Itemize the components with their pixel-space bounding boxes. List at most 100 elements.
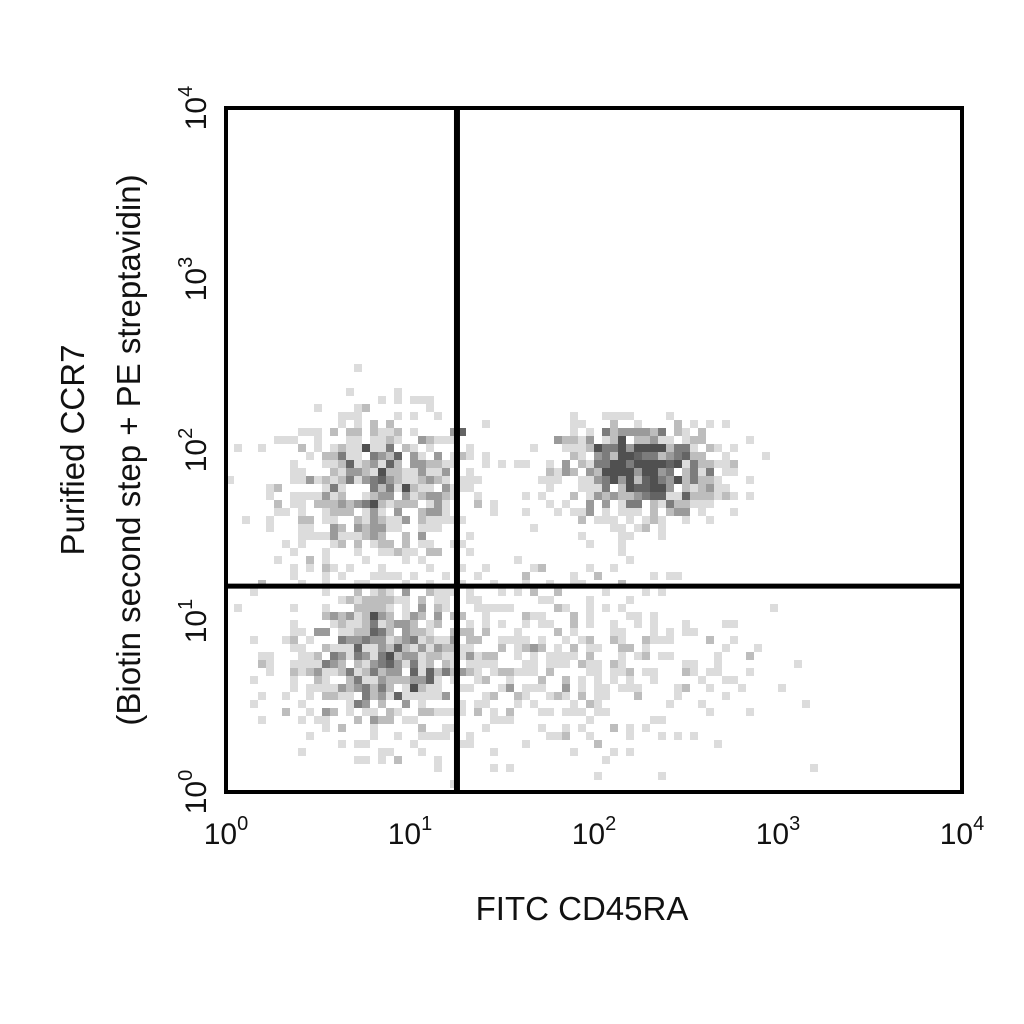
density-cell bbox=[418, 396, 426, 404]
density-cell bbox=[362, 684, 370, 692]
density-cell bbox=[298, 660, 306, 668]
density-cell bbox=[594, 708, 602, 716]
density-cell bbox=[722, 468, 730, 476]
density-cell bbox=[330, 516, 338, 524]
density-cell bbox=[698, 468, 706, 476]
density-cell bbox=[330, 468, 338, 476]
density-cell bbox=[482, 612, 490, 620]
density-cell bbox=[634, 460, 642, 468]
density-cell bbox=[658, 468, 666, 476]
density-cell bbox=[458, 740, 466, 748]
x-tick-label: 102 bbox=[572, 813, 617, 851]
density-cell bbox=[530, 564, 538, 572]
density-cell bbox=[642, 444, 650, 452]
density-cell bbox=[418, 516, 426, 524]
density-cell bbox=[706, 516, 714, 524]
density-cell bbox=[522, 660, 530, 668]
density-cell bbox=[330, 508, 338, 516]
density-cell bbox=[354, 612, 362, 620]
density-cell bbox=[666, 484, 674, 492]
density-cell bbox=[658, 476, 666, 484]
density-cell bbox=[570, 628, 578, 636]
density-cell bbox=[626, 532, 634, 540]
density-cell bbox=[650, 620, 658, 628]
density-cell bbox=[498, 588, 506, 596]
density-cell bbox=[554, 508, 562, 516]
density-cell bbox=[522, 572, 530, 580]
density-cell bbox=[746, 492, 754, 500]
density-cell bbox=[578, 636, 586, 644]
density-cell bbox=[538, 684, 546, 692]
density-cell bbox=[474, 476, 482, 484]
density-cell bbox=[418, 692, 426, 700]
density-cell bbox=[666, 444, 674, 452]
density-cell bbox=[250, 700, 258, 708]
density-cell bbox=[530, 644, 538, 652]
density-cell bbox=[474, 700, 482, 708]
density-cell bbox=[370, 628, 378, 636]
density-cell bbox=[402, 700, 410, 708]
density-cell bbox=[306, 692, 314, 700]
density-cell bbox=[346, 468, 354, 476]
density-cell bbox=[386, 684, 394, 692]
density-cell bbox=[338, 620, 346, 628]
density-cell bbox=[530, 652, 538, 660]
density-cell bbox=[594, 476, 602, 484]
density-cell bbox=[698, 452, 706, 460]
density-cell bbox=[426, 516, 434, 524]
density-cell bbox=[370, 444, 378, 452]
density-cell bbox=[274, 500, 282, 508]
density-cell bbox=[354, 596, 362, 604]
density-cell bbox=[338, 412, 346, 420]
density-cell bbox=[514, 556, 522, 564]
density-cell bbox=[690, 444, 698, 452]
density-cell bbox=[434, 548, 442, 556]
x-tick-label: 103 bbox=[756, 813, 801, 851]
density-cell bbox=[490, 604, 498, 612]
density-cell bbox=[530, 660, 538, 668]
density-cell bbox=[442, 476, 450, 484]
density-cell bbox=[642, 524, 650, 532]
density-cell bbox=[722, 460, 730, 468]
density-cell bbox=[354, 500, 362, 508]
density-cell bbox=[362, 692, 370, 700]
density-cell bbox=[290, 660, 298, 668]
density-cell bbox=[370, 636, 378, 644]
density-cell bbox=[458, 452, 466, 460]
density-cell bbox=[298, 492, 306, 500]
density-cell bbox=[402, 612, 410, 620]
density-cell bbox=[538, 636, 546, 644]
density-cell bbox=[610, 564, 618, 572]
density-cell bbox=[386, 628, 394, 636]
density-cell bbox=[634, 468, 642, 476]
density-cell bbox=[674, 692, 682, 700]
density-cell bbox=[386, 500, 394, 508]
density-cell bbox=[370, 708, 378, 716]
density-cell bbox=[298, 644, 306, 652]
density-cell bbox=[674, 476, 682, 484]
density-cell bbox=[578, 516, 586, 524]
density-cell bbox=[578, 660, 586, 668]
density-cell bbox=[530, 444, 538, 452]
density-cell bbox=[314, 628, 322, 636]
density-cell bbox=[626, 644, 634, 652]
density-cell bbox=[538, 476, 546, 484]
density-cell bbox=[674, 500, 682, 508]
density-cell bbox=[434, 756, 442, 764]
density-cell bbox=[370, 620, 378, 628]
density-cell bbox=[442, 668, 450, 676]
density-cell bbox=[546, 596, 554, 604]
plot-frame bbox=[224, 106, 964, 794]
density-cell bbox=[354, 436, 362, 444]
density-cell bbox=[666, 628, 674, 636]
density-cell bbox=[562, 708, 570, 716]
density-cell bbox=[298, 652, 306, 660]
density-cell bbox=[690, 468, 698, 476]
density-cell bbox=[586, 652, 594, 660]
density-cell bbox=[490, 668, 498, 676]
density-cell bbox=[626, 724, 634, 732]
density-cell bbox=[554, 436, 562, 444]
density-cell bbox=[378, 596, 386, 604]
density-cell bbox=[354, 652, 362, 660]
density-cell bbox=[498, 716, 506, 724]
